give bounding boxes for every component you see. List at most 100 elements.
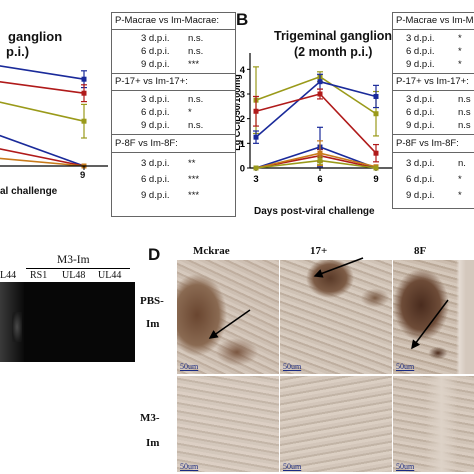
scale-bar-label: 50um — [396, 462, 415, 471]
data-point — [317, 91, 323, 97]
series-line — [0, 157, 85, 167]
micrograph-pbs-8f — [393, 260, 474, 374]
stats-sig: * — [458, 190, 462, 201]
gel-smear — [12, 312, 22, 342]
stats-sig: ** — [188, 158, 196, 169]
data-point — [81, 118, 87, 124]
x-tick-label: 3 — [253, 174, 258, 185]
panel-c-title: M3-Im — [57, 254, 90, 266]
stats-sig: n.s — [458, 107, 471, 118]
panel-b-title-line1: Trigeminal ganglion — [274, 29, 393, 43]
arrow-icon — [313, 257, 364, 278]
stats-day: 3 d.p.i. — [141, 33, 170, 44]
data-point — [253, 134, 259, 140]
stats-day: 6 d.p.i. — [141, 107, 170, 118]
gel-image — [0, 282, 135, 362]
panel-a-x-tick-label: 9 — [80, 170, 86, 181]
stats-day: 6 d.p.i. — [141, 174, 170, 185]
data-point — [373, 111, 379, 117]
scale-bar-label: 50um — [396, 362, 415, 371]
arrow-icon — [208, 309, 251, 339]
stats-header: P-17+ vs Im-17+: — [396, 76, 469, 87]
y-tick-label: 4 — [240, 65, 246, 76]
y-tick-label: 2 — [240, 114, 245, 125]
stats-sig: n.s. — [188, 94, 204, 105]
row-label: Im — [146, 437, 160, 449]
data-point — [317, 158, 323, 164]
stats-sig: n. — [458, 158, 466, 169]
panel-a-x-label: al challenge — [0, 186, 58, 197]
series-line — [255, 80, 377, 138]
row-label: PBS- — [140, 295, 164, 307]
stats-sig: n.s — [458, 94, 471, 105]
data-point — [81, 76, 87, 82]
stats-header: P-Macrae vs Im-Macrae: — [115, 15, 219, 26]
column-label: Mckrae — [193, 245, 230, 257]
stats-sig: * — [188, 107, 192, 118]
scale-bar-label: 50um — [180, 362, 199, 371]
scale-bar-label: 50um — [283, 362, 302, 371]
data-point — [81, 90, 87, 96]
stats-day: 9 d.p.i. — [406, 120, 435, 131]
stats-sig: n.s — [458, 120, 471, 131]
column-label: 8F — [414, 245, 427, 257]
panel-c-lane-label: UL48 — [62, 270, 86, 281]
micrograph-pbs-mckrae — [177, 260, 279, 374]
panel-d: D Mckrae 17+ 8F PBS- Im M3- Im 50um 50um… — [140, 240, 474, 474]
stats-header: P-8F vs Im-8F: — [115, 138, 178, 149]
row-label: M3- — [140, 412, 160, 424]
data-point — [373, 93, 379, 99]
series-line — [255, 93, 377, 154]
panel-a-stats: P-Macrae vs Im-Macrae: 3 d.p.i. n.s. 6 d… — [111, 12, 235, 216]
scale-bar-label: 50um — [180, 462, 199, 471]
series-line — [0, 148, 85, 167]
panel-a-title-line1: ganglion — [8, 29, 63, 44]
stats-sig: * — [458, 174, 462, 185]
stats-header: P-8F vs Im-8F: — [396, 138, 459, 149]
stats-day: 9 d.p.i. — [406, 59, 435, 70]
y-tick-label: 0 — [240, 164, 245, 175]
y-tick-label: 3 — [240, 90, 245, 101]
series-line — [0, 101, 85, 122]
panel-c: L44 M3-Im RS1 UL48 UL44 — [0, 240, 140, 474]
panel-d-letter: D — [148, 245, 161, 264]
stats-header: P-Macrae vs Im-Maci — [396, 15, 474, 26]
panel-a: ganglion p.i.) 9 al challenge P-Macrae v… — [0, 0, 240, 230]
stats-sig: n.s. — [188, 46, 204, 57]
stats-day: 9 d.p.i. — [406, 190, 435, 201]
micrograph-m3-17plus — [280, 376, 392, 472]
data-point — [373, 150, 379, 156]
panel-a-plot — [0, 65, 108, 170]
panel-a-stats-box — [111, 12, 236, 217]
stats-day: 3 d.p.i. — [406, 158, 435, 169]
series-line — [0, 134, 85, 167]
stats-day: 9 d.p.i. — [141, 190, 170, 201]
panel-b-title-line2: (2 month p.i.) — [294, 45, 373, 59]
data-point — [253, 165, 259, 171]
stats-day: 6 d.p.i. — [406, 107, 435, 118]
stats-sig: * — [458, 46, 462, 57]
panel-b-letter: B — [236, 10, 249, 29]
panel-b: B Trigeminal ganglion (2 month p.i.) 0 1 2… — [236, 0, 474, 230]
x-tick-label: 6 — [317, 174, 322, 185]
column-label: 17+ — [310, 245, 328, 257]
arrow-icon — [411, 299, 449, 350]
series-line — [0, 65, 85, 80]
y-axis-label: Lg CCID50/100mg — [236, 74, 242, 151]
micrograph-pbs-17plus — [280, 260, 392, 374]
row-label: Im — [146, 318, 160, 330]
stats-day: 6 d.p.i. — [141, 46, 170, 57]
panel-a-title-line2: p.i.) — [6, 44, 30, 59]
data-point — [317, 79, 323, 85]
panel-c-lane-label: L44 — [0, 270, 17, 281]
stats-sig: *** — [188, 174, 200, 185]
stats-sig: n.s. — [188, 33, 204, 44]
y-tick-label: 1 — [240, 139, 246, 150]
stats-sig: n.s. — [188, 120, 204, 131]
panel-b-plot: 0 1 2 3 4 3 6 9 Lg CCID50/100mg — [236, 53, 394, 185]
series-line — [0, 81, 85, 94]
stats-day: 6 d.p.i. — [406, 174, 435, 185]
panel-c-title-underline — [26, 268, 130, 269]
data-point — [317, 150, 323, 156]
stats-day: 6 d.p.i. — [406, 46, 435, 57]
